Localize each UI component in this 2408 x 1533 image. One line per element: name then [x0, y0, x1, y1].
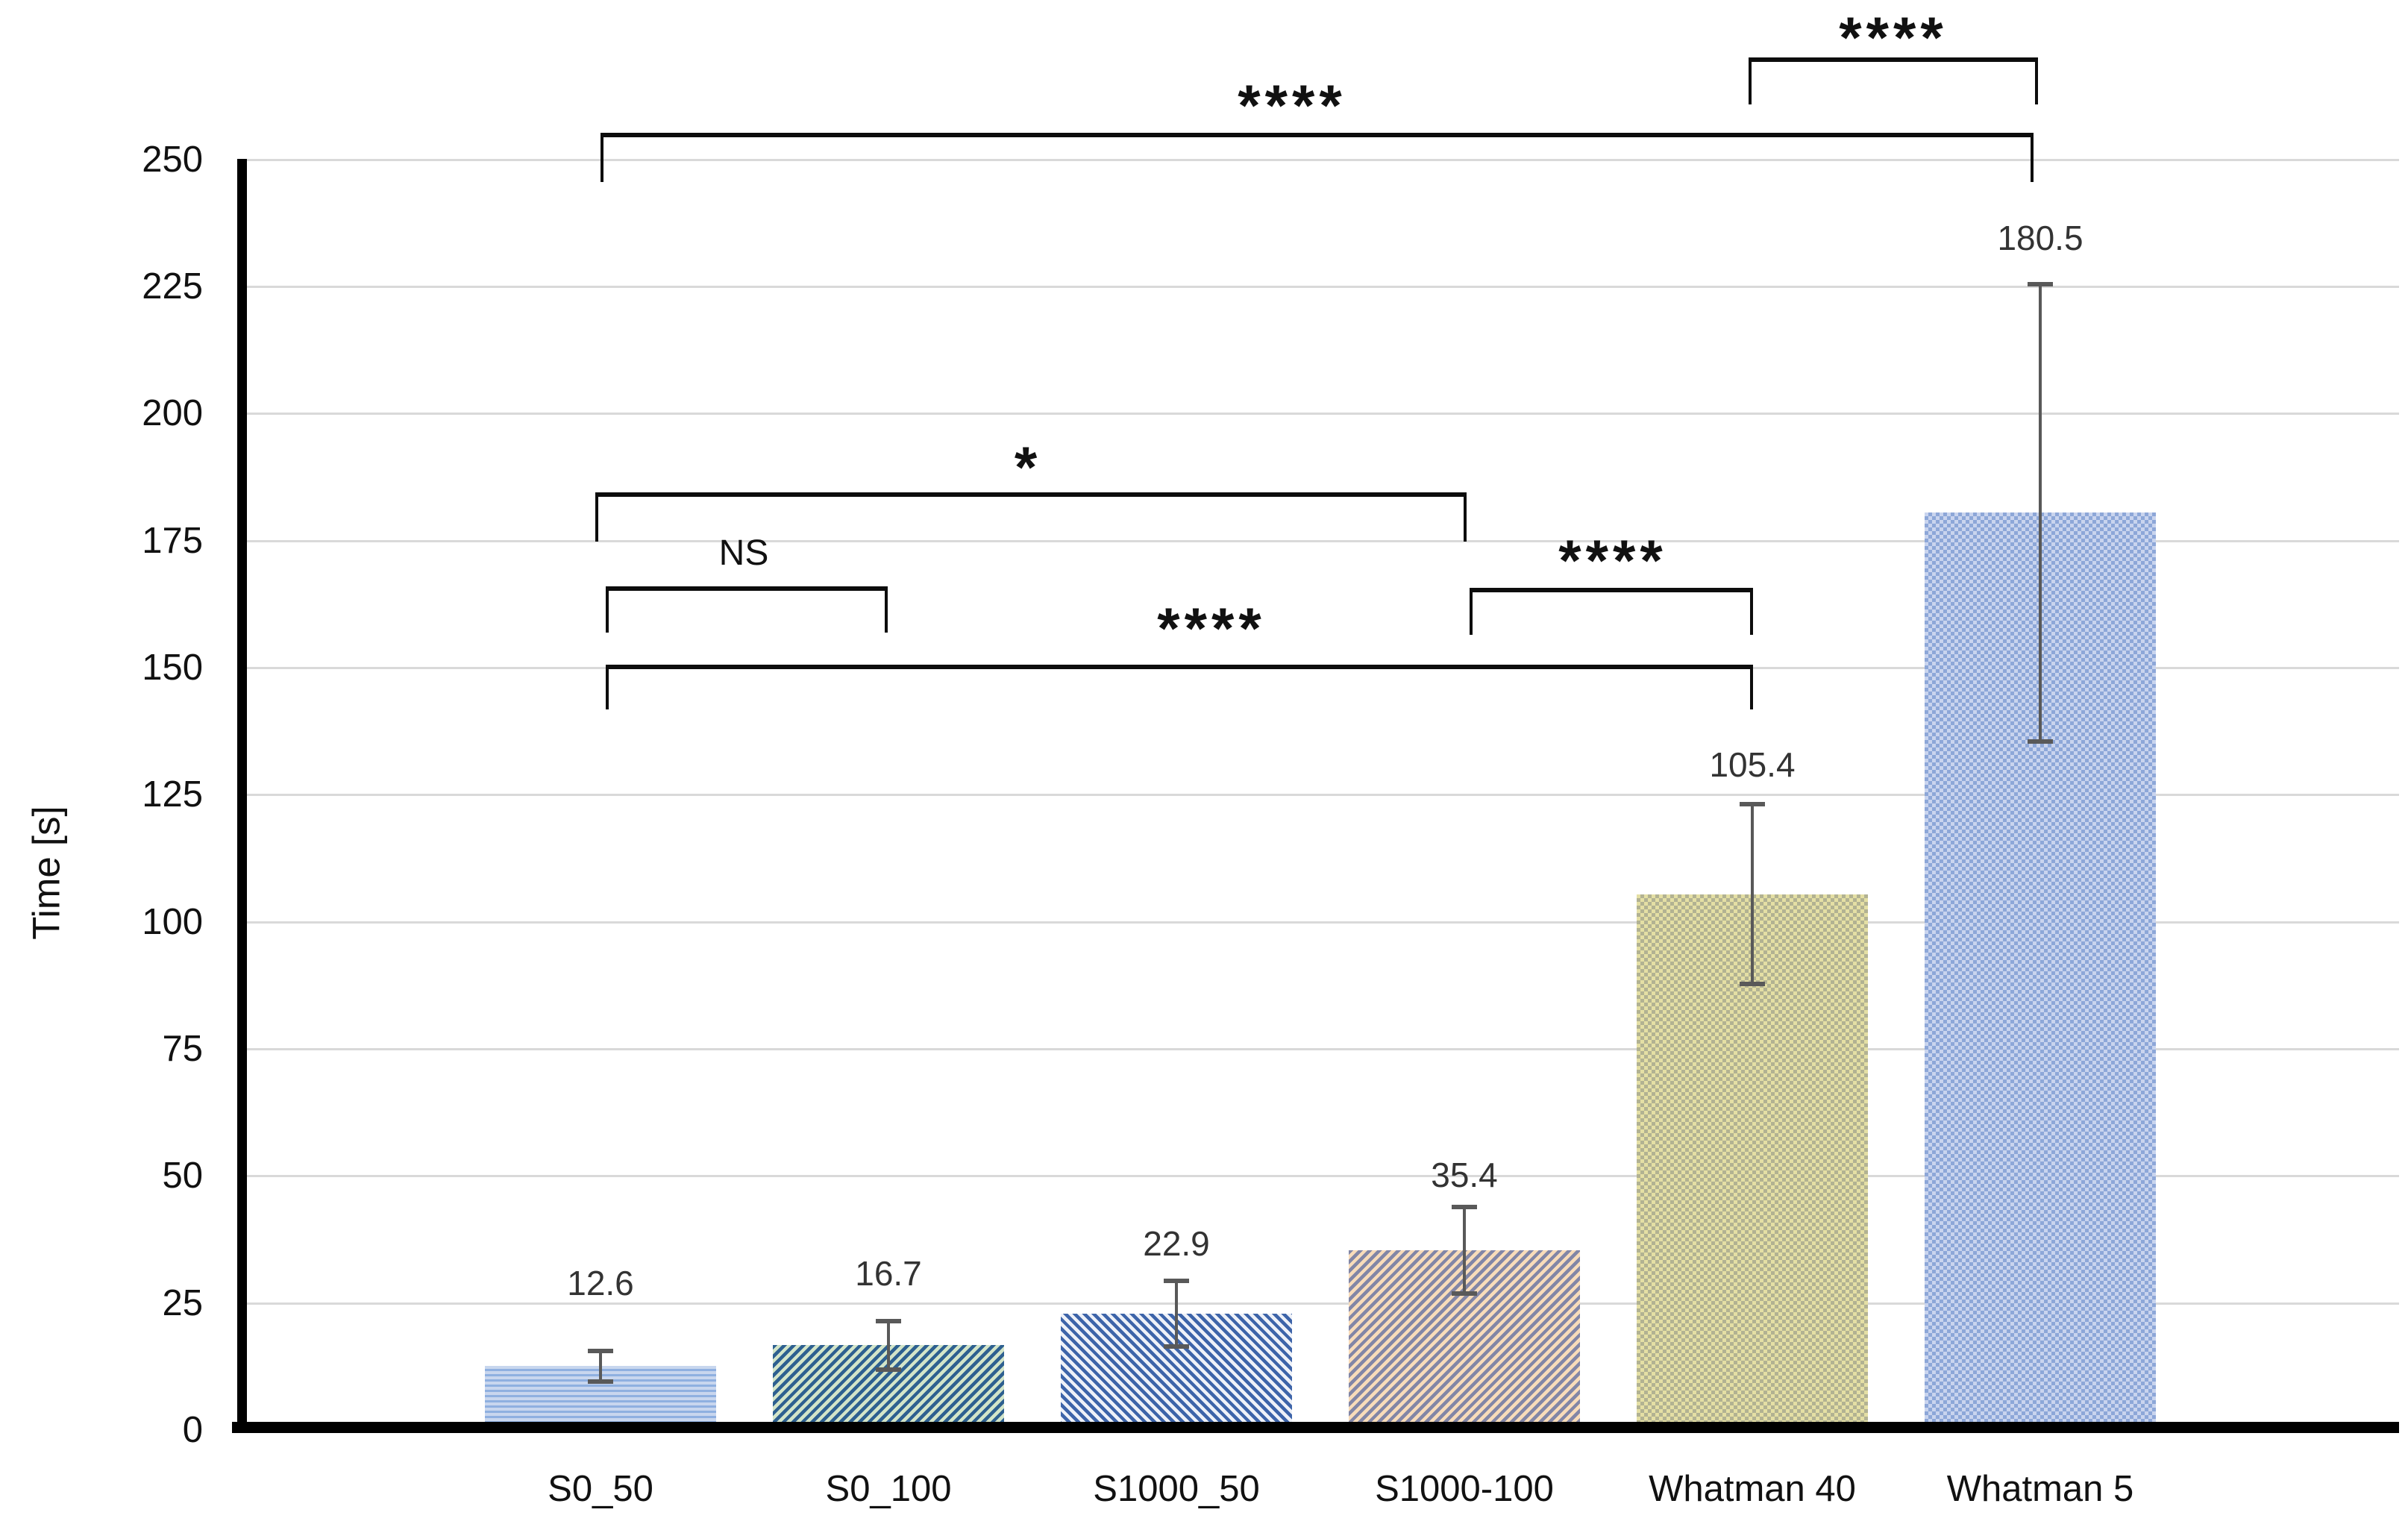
- bar-value-label: 22.9: [1143, 1224, 1210, 1263]
- error-bar-top-cap: [1740, 802, 1765, 807]
- y-axis-line: [237, 159, 247, 1430]
- bracket-line: [606, 665, 1753, 669]
- y-tick-label: 175: [142, 520, 203, 561]
- bracket-significance-label: ****: [1238, 72, 1346, 138]
- bar-value-label: 35.4: [1431, 1156, 1498, 1194]
- gridline: [247, 286, 2399, 289]
- error-bar-bottom-cap: [2028, 739, 2053, 744]
- bracket-right-leg: [1750, 665, 1753, 709]
- y-tick-label: 125: [142, 774, 203, 815]
- error-bar: [887, 1320, 890, 1370]
- y-tick-label: 225: [142, 266, 203, 307]
- bracket-significance-label: ****: [1558, 527, 1667, 593]
- bracket-right-leg: [885, 586, 888, 633]
- bracket-line: [1749, 57, 2038, 62]
- bracket-significance-label: ****: [1157, 595, 1266, 661]
- y-tick-label: 0: [182, 1410, 203, 1450]
- error-bar: [1751, 804, 1754, 985]
- bar-value-label: 180.5: [1997, 219, 2084, 257]
- x-tick-label: S0_100: [825, 1469, 952, 1509]
- error-bar: [599, 1350, 602, 1382]
- bracket-left-leg: [595, 492, 598, 542]
- error-bar-bottom-cap: [1740, 982, 1765, 987]
- y-tick-label: 75: [162, 1029, 203, 1069]
- bracket-significance-label: NS: [718, 533, 769, 573]
- error-bar-bottom-cap: [876, 1367, 901, 1372]
- bracket-left-leg: [1749, 57, 1752, 104]
- gridline: [247, 794, 2399, 797]
- x-tick-label: S0_50: [548, 1469, 653, 1509]
- bracket-right-leg: [1464, 492, 1467, 542]
- bracket-right-leg: [2035, 57, 2038, 104]
- error-bar-top-cap: [588, 1348, 613, 1353]
- y-tick-label: 100: [142, 901, 203, 942]
- error-bar-top-cap: [1164, 1278, 1189, 1283]
- bracket-significance-label: *: [1014, 434, 1042, 500]
- bracket-line: [1470, 588, 1753, 592]
- y-tick-label: 25: [162, 1282, 203, 1323]
- bracket-left-leg: [606, 665, 609, 709]
- error-bar: [2039, 283, 2042, 742]
- x-tick-label: Whatman 40: [1649, 1469, 1856, 1509]
- bar-value-label: 12.6: [567, 1264, 634, 1302]
- error-bar: [1175, 1280, 1178, 1347]
- gridline: [247, 1302, 2399, 1305]
- gridline: [247, 539, 2399, 542]
- bracket-right-leg: [1750, 588, 1753, 635]
- error-bar-top-cap: [1452, 1204, 1477, 1209]
- bracket-left-leg: [606, 586, 609, 633]
- error-bar-bottom-cap: [1452, 1291, 1477, 1296]
- bracket-left-leg: [1470, 588, 1473, 635]
- x-axis-line: [232, 1422, 2399, 1433]
- gridline: [247, 1175, 2399, 1178]
- gridline: [247, 921, 2399, 924]
- error-bar-bottom-cap: [588, 1379, 613, 1384]
- error-bar-top-cap: [2028, 281, 2053, 286]
- x-tick-label: S1000_50: [1093, 1469, 1260, 1509]
- y-tick-label: 50: [162, 1156, 203, 1197]
- error-bar-bottom-cap: [1164, 1344, 1189, 1349]
- bracket-left-leg: [601, 133, 603, 182]
- gridline: [247, 1048, 2399, 1050]
- gridline: [247, 158, 2399, 161]
- y-tick-label: 200: [142, 393, 203, 434]
- bracket-line: [595, 492, 1467, 497]
- y-tick-label: 250: [142, 139, 203, 180]
- bar-value-label: 105.4: [1709, 745, 1796, 784]
- y-tick-label: 150: [142, 648, 203, 689]
- x-tick-label: Whatman 5: [1946, 1469, 2134, 1509]
- error-bar: [1463, 1206, 1466, 1294]
- bracket-line: [601, 133, 2034, 137]
- bracket-line: [606, 586, 888, 591]
- bar-value-label: 16.7: [855, 1254, 922, 1293]
- error-bar-top-cap: [876, 1318, 901, 1323]
- x-tick-label: S1000-100: [1375, 1469, 1554, 1509]
- bracket-significance-label: ****: [1839, 4, 1948, 70]
- gridline: [247, 413, 2399, 416]
- bracket-right-leg: [2031, 133, 2034, 182]
